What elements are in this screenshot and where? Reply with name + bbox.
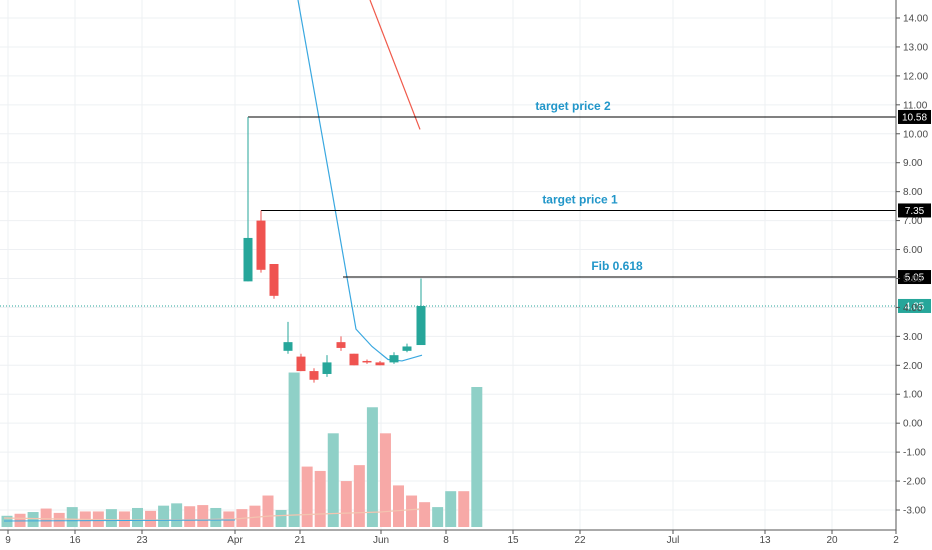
x-tick-label: 16 bbox=[69, 535, 81, 546]
volume-bar-down bbox=[145, 510, 157, 527]
candle-down bbox=[375, 362, 385, 366]
y-tick-label: 13.00 bbox=[903, 42, 928, 53]
volume-bar-up bbox=[366, 407, 378, 527]
last-price-tag-text: 4.05 bbox=[905, 301, 925, 312]
volume-bar-up bbox=[275, 510, 287, 527]
ma-line-blue bbox=[297, 0, 423, 362]
level-annotation: target price 1 bbox=[542, 192, 618, 206]
candle-down bbox=[336, 342, 346, 348]
volume-bar-down bbox=[458, 491, 470, 527]
candle-up bbox=[389, 355, 399, 363]
volume-bar-up bbox=[327, 433, 339, 527]
volume-ma-line bbox=[3, 508, 421, 521]
volume-bar-down bbox=[340, 481, 352, 527]
y-tick-label: 11.00 bbox=[903, 100, 928, 111]
candle-up bbox=[283, 342, 293, 351]
moving-averages bbox=[3, 0, 423, 522]
volume-bar-down bbox=[353, 465, 365, 527]
volume-bar-up bbox=[158, 505, 170, 527]
y-tick-label: 12.00 bbox=[903, 71, 928, 82]
y-tick-label: 14.00 bbox=[903, 14, 928, 25]
x-tick-label: 13 bbox=[759, 535, 771, 546]
level-price-tag-text: 5.05 bbox=[905, 273, 925, 284]
y-tick-label: 9.00 bbox=[903, 158, 923, 169]
volume-bar-up bbox=[432, 507, 444, 527]
volume-bar-down bbox=[406, 495, 418, 527]
price-levels: target price 2 10.58 target price 1 7.35 Fib… bbox=[0, 99, 931, 313]
x-tick-label: Jun bbox=[373, 535, 389, 546]
volume-bars bbox=[1, 372, 483, 527]
volume-bar-down bbox=[314, 470, 326, 527]
volume-bar-down bbox=[419, 502, 431, 527]
candle-down bbox=[256, 220, 266, 270]
volume-bar-down bbox=[393, 485, 404, 527]
x-tick-label: 20 bbox=[826, 535, 838, 546]
volume-bar-up bbox=[445, 491, 457, 527]
last-price-tag bbox=[898, 298, 931, 313]
candles bbox=[243, 210, 426, 383]
y-tick-label: 8.00 bbox=[903, 187, 923, 198]
candle-down bbox=[362, 360, 372, 363]
y-tick-label: 7.00 bbox=[903, 216, 923, 227]
x-tick-label: 23 bbox=[136, 535, 148, 546]
x-tick-label: 15 bbox=[507, 535, 519, 546]
volume-bar-down bbox=[118, 511, 130, 527]
volume-bar-down bbox=[197, 505, 209, 527]
candle-down bbox=[296, 356, 306, 372]
candle-up bbox=[243, 237, 253, 282]
y-tick-label: 5.00 bbox=[903, 274, 923, 285]
y-tick-label: 3.00 bbox=[903, 332, 923, 343]
x-tick-label: 2 bbox=[893, 535, 899, 546]
x-tick-label: Apr bbox=[227, 535, 243, 546]
volume-bar-down bbox=[53, 512, 65, 527]
volume-bar-down bbox=[262, 495, 274, 527]
volume-bar-down bbox=[249, 505, 261, 527]
level-price-tag-text: 10.58 bbox=[902, 112, 927, 123]
y-tick-label: 1.00 bbox=[903, 390, 923, 401]
x-tick-label: 22 bbox=[574, 535, 586, 546]
y-tick-label: 4.00 bbox=[903, 303, 923, 314]
candle-down bbox=[349, 353, 359, 366]
volume-bar-up bbox=[210, 507, 222, 527]
y-tick-label: 0.00 bbox=[903, 419, 923, 430]
volume-bar-down bbox=[184, 506, 196, 527]
level-price-tag bbox=[898, 203, 931, 218]
ma-line-red bbox=[369, 0, 421, 130]
volume-bar-up bbox=[27, 512, 39, 527]
y-tick-label: -2.00 bbox=[903, 477, 926, 488]
volume-bar-up bbox=[471, 387, 483, 527]
x-tick-label: Jul bbox=[667, 535, 680, 546]
volume-ma-line-blue bbox=[3, 519, 236, 522]
volume-bar-up bbox=[171, 503, 183, 527]
volume-bar-down bbox=[379, 433, 391, 527]
level-price-tag-text: 7.35 bbox=[905, 206, 925, 217]
volume-bar-up bbox=[132, 507, 143, 527]
candle-up bbox=[322, 362, 332, 374]
volume-bar-up bbox=[105, 509, 117, 527]
y-tick-label: 6.00 bbox=[903, 245, 923, 256]
volume-bar-down bbox=[14, 513, 26, 527]
y-tick-label: 2.00 bbox=[903, 361, 923, 372]
x-tick-label: 9 bbox=[5, 535, 11, 546]
level-price-tag bbox=[898, 270, 931, 285]
candle-up bbox=[402, 346, 412, 351]
grid bbox=[0, 0, 897, 530]
volume-bar-down bbox=[40, 508, 52, 527]
level-annotation: Fib 0.618 bbox=[591, 259, 643, 273]
x-tick-label: 21 bbox=[294, 535, 306, 546]
volume-bar-down bbox=[301, 466, 313, 527]
candle-up bbox=[416, 305, 426, 346]
level-annotation: target price 2 bbox=[535, 99, 611, 113]
y-tick-label: -3.00 bbox=[903, 506, 926, 517]
y-tick-label: 10.00 bbox=[903, 129, 928, 140]
volume-bar-up bbox=[66, 507, 78, 527]
candle-down bbox=[309, 371, 319, 380]
x-tick-label: 8 bbox=[443, 535, 449, 546]
level-price-tag bbox=[898, 109, 931, 124]
y-tick-label: -1.00 bbox=[903, 448, 926, 459]
candle-down bbox=[269, 264, 279, 296]
volume-bar-up bbox=[288, 372, 300, 527]
